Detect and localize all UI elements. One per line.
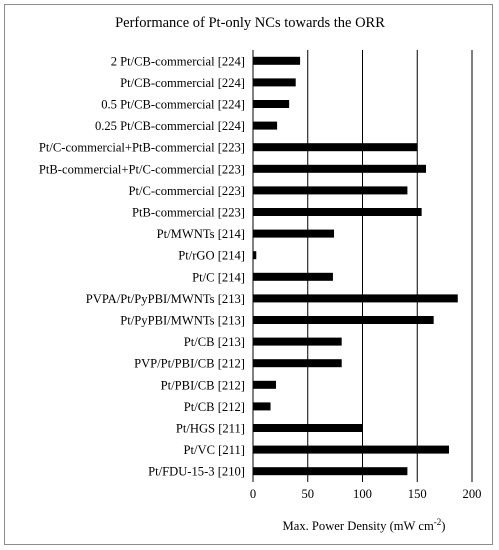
- category-label-15: Pt/PBI/CB [212]: [161, 378, 245, 392]
- x-axis-label-text: Max. Power Density (mW cm: [283, 519, 434, 533]
- bar-16: [253, 402, 271, 411]
- bar-10: [253, 272, 333, 281]
- x-axis-label: Max. Power Density (mW cm-2): [283, 517, 446, 533]
- x-tick-label-0: 0: [250, 487, 256, 501]
- chart-title: Performance of Pt-only NCs towards the O…: [115, 15, 385, 31]
- bar-3: [253, 121, 278, 130]
- bar-8: [253, 229, 335, 238]
- x-tick-label-200: 200: [463, 487, 482, 501]
- category-label-1: Pt/CB-commercial [224]: [120, 76, 245, 90]
- bar-12: [253, 316, 434, 324]
- category-label-16: Pt/CB [212]: [184, 400, 245, 414]
- category-label-0: 2 Pt/CB-commercial [224]: [111, 54, 245, 68]
- category-label-7: PtB-commercial [223]: [132, 206, 245, 220]
- gridlines: [252, 50, 473, 482]
- category-label-17: Pt/HGS [211]: [176, 422, 245, 436]
- x-axis-label-close: ): [441, 519, 445, 533]
- bar-9: [253, 251, 257, 260]
- category-label-12: Pt/PyPBI/MWNTs [213]: [120, 314, 245, 328]
- bar-2: [253, 100, 290, 108]
- x-tick-labels: 0 50 100 150 200: [250, 487, 482, 501]
- bar-5: [253, 164, 427, 173]
- category-label-11: PVPA/Pt/PyPBI/MWNTs [213]: [86, 292, 245, 306]
- bar-18: [253, 445, 450, 454]
- bars: [253, 56, 458, 476]
- bar-17: [253, 424, 363, 432]
- bar-15: [253, 380, 276, 389]
- category-label-10: Pt/C [214]: [192, 270, 245, 284]
- bar-0: [253, 56, 301, 65]
- category-label-14: PVP/Pt/PBI/CB [212]: [134, 357, 245, 371]
- chart-frame: [4, 4, 493, 545]
- bar-4: [253, 143, 418, 152]
- category-label-2: 0.5 Pt/CB-commercial [224]: [101, 98, 245, 112]
- category-label-6: Pt/C-commercial [223]: [129, 184, 245, 198]
- bar-6: [253, 186, 408, 195]
- category-label-13: Pt/CB [213]: [184, 335, 245, 349]
- category-label-9: Pt/rGO [214]: [178, 249, 245, 263]
- category-label-5: PtB-commercial+Pt/C-commercial [223]: [39, 162, 245, 176]
- category-label-19: Pt/FDU-15-3 [210]: [148, 465, 245, 479]
- category-label-8: Pt/MWNTs [214]: [157, 227, 245, 241]
- bar-19: [253, 467, 408, 476]
- x-axis-label-sup: -2: [434, 517, 442, 527]
- bar-13: [253, 337, 342, 346]
- x-tick-label-50: 50: [301, 487, 314, 501]
- bar-11: [253, 294, 458, 303]
- bar-1: [253, 78, 296, 87]
- bar-14: [253, 359, 342, 368]
- category-label-4: Pt/C-commercial+PtB-commercial [223]: [39, 141, 245, 155]
- bar-7: [253, 208, 422, 216]
- x-tick-label-150: 150: [408, 487, 427, 501]
- category-label-3: 0.25 Pt/CB-commercial [224]: [95, 119, 245, 133]
- category-label-18: Pt/VC [211]: [184, 443, 245, 457]
- x-tick-label-100: 100: [353, 487, 372, 501]
- category-labels: 2 Pt/CB-commercial [224] Pt/CB-commercial…: [39, 54, 245, 478]
